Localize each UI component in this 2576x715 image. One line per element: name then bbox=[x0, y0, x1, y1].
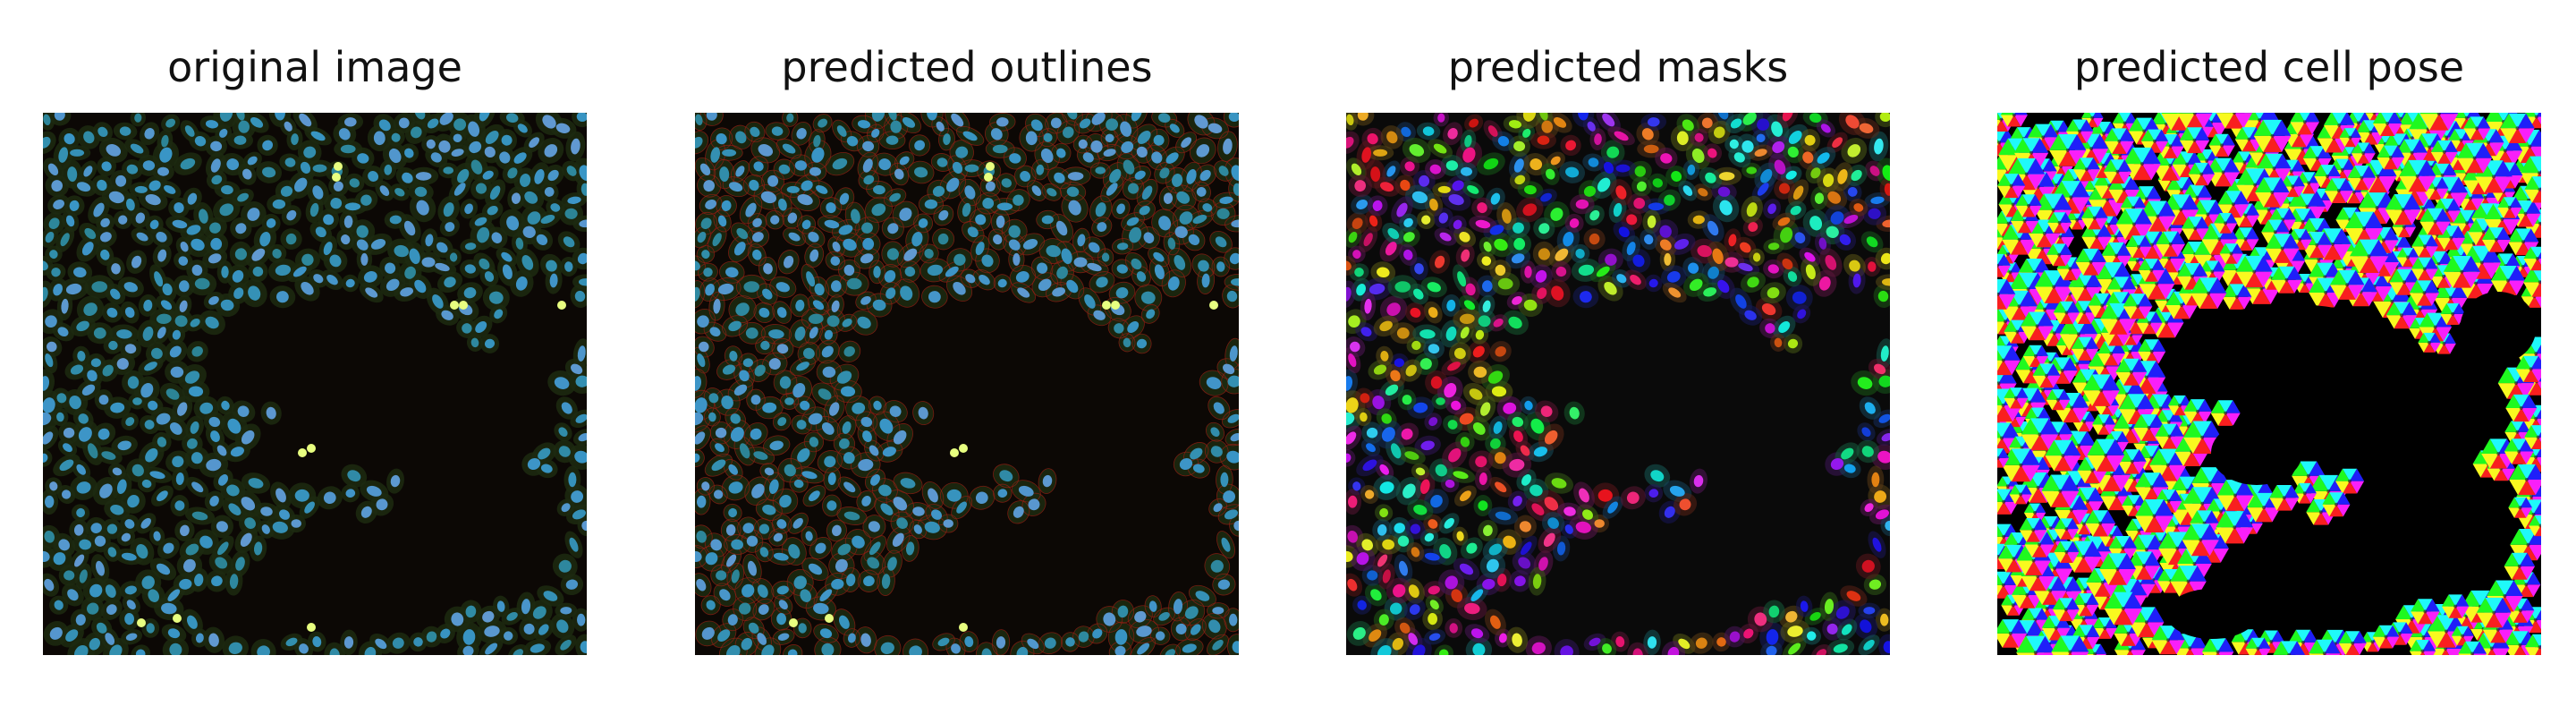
flow-cells bbox=[1997, 113, 2541, 655]
bright-spots bbox=[789, 162, 1218, 632]
predicted-cell-pose-image bbox=[1997, 113, 2541, 655]
predicted-masks-image bbox=[1346, 113, 1890, 655]
panel-title: predicted outlines bbox=[781, 43, 1153, 91]
panel-original-image: original image bbox=[43, 0, 587, 715]
panel-predicted-outlines: predicted outlines bbox=[695, 0, 1239, 715]
empty-regions bbox=[2166, 292, 2537, 639]
panel-title: original image bbox=[167, 43, 462, 91]
nuclei bbox=[43, 113, 587, 655]
nuclei bbox=[695, 113, 1239, 655]
panel-title: predicted masks bbox=[1447, 43, 1789, 91]
panel-predicted-cell-pose: predicted cell pose bbox=[1997, 0, 2541, 715]
panel-predicted-masks: predicted masks bbox=[1346, 0, 1890, 715]
original-image bbox=[43, 113, 587, 655]
predicted-outlines-image bbox=[695, 113, 1239, 655]
mask-nuclei bbox=[1346, 113, 1890, 655]
bright-spots bbox=[137, 162, 566, 632]
panel-title: predicted cell pose bbox=[2073, 43, 2465, 91]
